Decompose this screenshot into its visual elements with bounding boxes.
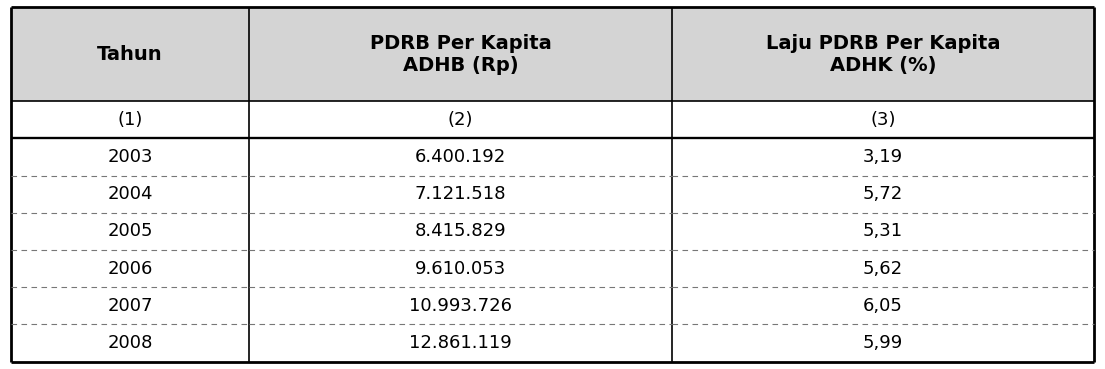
Bar: [250, 176, 672, 213]
Bar: [672, 287, 1094, 324]
Bar: [250, 287, 672, 324]
Text: 6,05: 6,05: [863, 297, 903, 315]
Text: 5,99: 5,99: [863, 334, 903, 352]
Text: 8.415.829: 8.415.829: [414, 223, 506, 241]
Text: 5,31: 5,31: [863, 223, 903, 241]
Text: 10.993.726: 10.993.726: [409, 297, 512, 315]
Bar: [11, 138, 250, 176]
Bar: [672, 176, 1094, 213]
Bar: [250, 101, 672, 138]
Text: PDRB Per Kapita
ADHB (Rp): PDRB Per Kapita ADHB (Rp): [369, 34, 551, 75]
Bar: [672, 7, 1094, 101]
Bar: [11, 213, 250, 250]
Bar: [11, 324, 250, 362]
Bar: [672, 324, 1094, 362]
Text: 5,72: 5,72: [863, 185, 903, 203]
Bar: [250, 138, 672, 176]
Text: 2007: 2007: [107, 297, 152, 315]
Bar: [672, 213, 1094, 250]
Text: (1): (1): [117, 111, 143, 129]
Text: 6.400.192: 6.400.192: [414, 148, 506, 166]
Bar: [672, 250, 1094, 287]
Text: 9.610.053: 9.610.053: [414, 260, 506, 277]
Bar: [11, 101, 250, 138]
Bar: [250, 250, 672, 287]
Text: 12.861.119: 12.861.119: [409, 334, 512, 352]
Text: 2006: 2006: [107, 260, 152, 277]
Bar: [250, 324, 672, 362]
Text: 2004: 2004: [107, 185, 152, 203]
Bar: [250, 7, 672, 101]
Bar: [11, 7, 250, 101]
Bar: [11, 176, 250, 213]
Text: 2005: 2005: [107, 223, 152, 241]
Text: 3,19: 3,19: [863, 148, 903, 166]
Text: (3): (3): [870, 111, 895, 129]
Text: 2003: 2003: [107, 148, 152, 166]
Text: Tahun: Tahun: [97, 45, 162, 64]
Bar: [11, 250, 250, 287]
Bar: [11, 287, 250, 324]
Bar: [250, 213, 672, 250]
Bar: [672, 101, 1094, 138]
Bar: [672, 138, 1094, 176]
Text: 2008: 2008: [107, 334, 152, 352]
Text: (2): (2): [448, 111, 473, 129]
Text: 5,62: 5,62: [863, 260, 903, 277]
Text: 7.121.518: 7.121.518: [414, 185, 506, 203]
Text: Laju PDRB Per Kapita
ADHK (%): Laju PDRB Per Kapita ADHK (%): [766, 34, 1000, 75]
